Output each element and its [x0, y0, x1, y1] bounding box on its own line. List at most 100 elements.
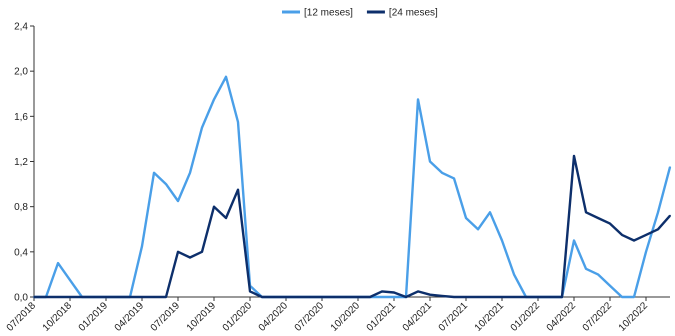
- data-point: [621, 296, 623, 298]
- data-point: [393, 296, 395, 298]
- x-tick-label: 10/2020: [329, 300, 363, 334]
- x-tick-label: 01/2020: [221, 300, 255, 334]
- data-point: [549, 296, 551, 298]
- data-point: [429, 293, 431, 296]
- y-axis: 0,0 0,4 0,8 1,2 1,6 2,0 2,4: [14, 22, 35, 304]
- data-point: [177, 200, 179, 202]
- x-tick-label: 10/2021: [473, 300, 507, 334]
- data-point: [237, 121, 239, 123]
- series-line-0: [34, 75, 672, 299]
- series-line-1: [34, 154, 671, 299]
- data-point: [405, 296, 407, 298]
- data-point: [213, 98, 215, 101]
- data-point: [453, 177, 455, 180]
- data-point: [573, 155, 575, 157]
- data-point: [357, 296, 359, 298]
- data-point: [513, 273, 515, 276]
- data-point: [381, 296, 383, 298]
- x-axis: 07/2018 10/2018 01/2019 04/2019 07/2019 10/20…: [5, 296, 670, 334]
- series-layer: [33, 75, 672, 299]
- y-tick-label: 2,0: [14, 67, 28, 78]
- x-tick-label: 07/2019: [149, 300, 183, 334]
- data-point: [81, 296, 83, 298]
- data-point: [153, 171, 155, 174]
- data-point: [597, 273, 599, 276]
- data-point: [669, 166, 671, 169]
- x-tick-label: 04/2021: [401, 300, 435, 334]
- data-point: [33, 296, 35, 298]
- data-point: [249, 290, 251, 293]
- data-point: [597, 217, 599, 219]
- y-tick-label: 0,4: [14, 247, 28, 258]
- data-point: [465, 296, 467, 298]
- data-point: [645, 250, 647, 253]
- x-tick-label: 10/2018: [41, 300, 75, 334]
- data-point: [141, 245, 143, 248]
- data-point: [189, 171, 191, 174]
- data-point: [45, 296, 47, 298]
- data-point: [429, 160, 431, 163]
- data-point: [273, 296, 275, 298]
- data-point: [165, 296, 167, 298]
- data-point: [609, 222, 611, 225]
- data-point: [657, 211, 659, 214]
- data-point: [69, 279, 71, 281]
- data-point: [189, 256, 191, 259]
- data-point: [537, 296, 539, 298]
- data-point: [201, 250, 203, 253]
- data-point: [225, 75, 227, 78]
- data-point: [393, 291, 395, 294]
- data-point: [105, 296, 107, 298]
- x-tick-label: 07/2018: [5, 300, 39, 334]
- data-point: [381, 290, 383, 293]
- data-point: [609, 284, 611, 287]
- data-point: [621, 234, 623, 236]
- data-point: [201, 126, 203, 129]
- data-point: [525, 296, 527, 298]
- data-point: [129, 296, 131, 298]
- data-point: [573, 239, 575, 242]
- data-point: [489, 296, 491, 298]
- data-point: [309, 296, 311, 298]
- data-point: [69, 296, 71, 298]
- x-tick-label: 01/2021: [365, 300, 399, 334]
- data-point: [633, 239, 635, 242]
- data-point: [645, 234, 647, 236]
- data-point: [489, 211, 491, 214]
- data-point: [321, 296, 323, 298]
- data-point: [477, 228, 479, 231]
- data-point: [417, 290, 419, 293]
- data-point: [561, 296, 563, 298]
- data-point: [57, 296, 59, 298]
- data-point: [297, 296, 299, 298]
- data-point: [465, 217, 467, 219]
- data-point: [657, 228, 659, 231]
- x-tick-label: 04/2019: [113, 300, 147, 334]
- data-point: [213, 205, 215, 208]
- x-tick-label: 07/2021: [437, 300, 471, 334]
- data-point: [477, 296, 479, 298]
- data-point: [417, 98, 419, 101]
- data-point: [585, 267, 587, 270]
- data-point: [165, 183, 167, 186]
- data-point: [633, 296, 635, 298]
- y-tick-label: 0,0: [14, 293, 28, 304]
- data-point: [513, 296, 515, 298]
- x-tick-label: 04/2020: [257, 300, 291, 334]
- data-point: [117, 296, 119, 298]
- x-tick-label: 01/2019: [77, 300, 111, 334]
- data-point: [453, 296, 455, 298]
- legend: [12 meses] [24 meses]: [282, 8, 438, 19]
- x-tick-label: 04/2022: [545, 300, 579, 334]
- data-point: [261, 296, 263, 298]
- data-point: [441, 171, 443, 174]
- y-tick-label: 1,2: [14, 157, 28, 168]
- legend-label: [24 meses]: [389, 8, 438, 19]
- data-point: [153, 296, 155, 298]
- data-point: [669, 214, 671, 217]
- y-tick-label: 2,4: [14, 22, 28, 33]
- y-tick-label: 0,8: [14, 202, 28, 213]
- y-tick-label: 1,6: [14, 112, 28, 123]
- data-point: [141, 296, 143, 298]
